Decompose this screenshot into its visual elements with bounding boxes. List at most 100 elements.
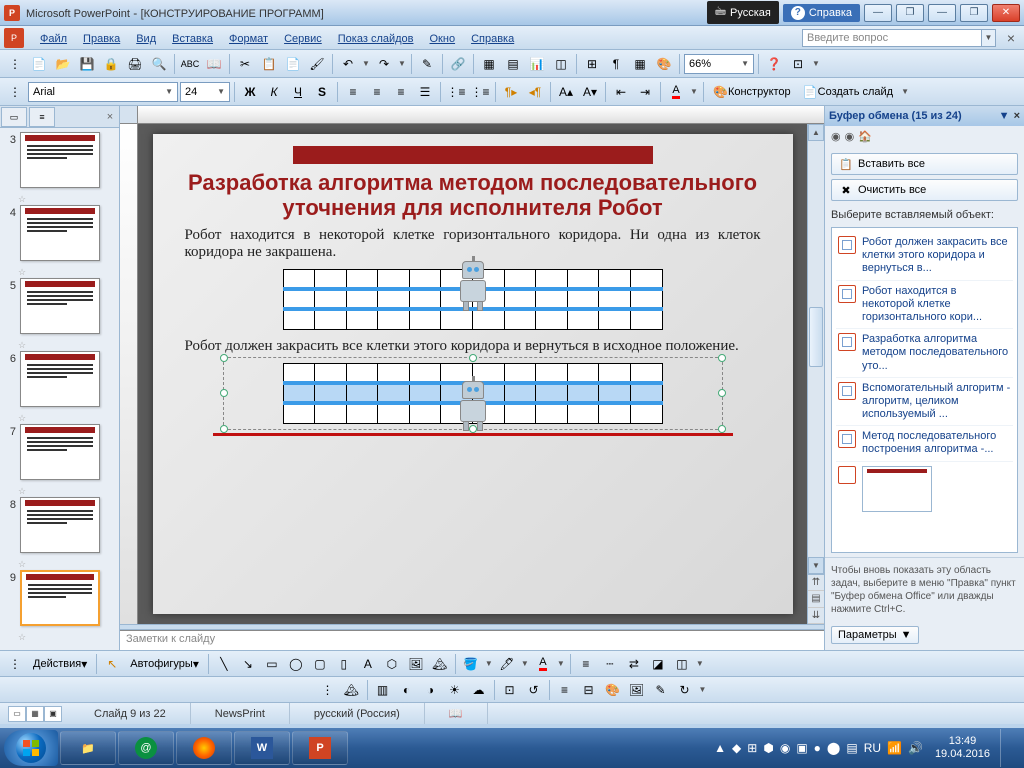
permission-button[interactable]: 🔒 — [100, 53, 122, 75]
status-language[interactable]: русский (Россия) — [290, 703, 425, 724]
rotate-left-button[interactable]: ↺ — [523, 679, 545, 701]
clipboard-item[interactable]: Вспомогательный алгоритм - алгоритм, цел… — [836, 378, 1013, 427]
recolor-button[interactable]: 🎨 — [602, 679, 624, 701]
align-center-button[interactable]: ≡ — [366, 81, 388, 103]
taskbar-explorer[interactable]: 📁 — [60, 731, 116, 765]
outline-tab[interactable]: ≡ — [29, 107, 55, 127]
clipboard-item[interactable]: Робот находится в некоторой клетке гориз… — [836, 281, 1013, 330]
taskbar-powerpoint[interactable]: P — [292, 731, 348, 765]
slide-thumbnail[interactable] — [20, 424, 100, 480]
pane-dropdown[interactable]: ▼ — [999, 110, 1010, 122]
shadow-button[interactable]: S — [311, 81, 333, 103]
line-color-button[interactable]: 🖊 — [496, 653, 518, 675]
hyperlink-button[interactable]: 🔗 — [447, 53, 469, 75]
spellcheck-button[interactable]: ABC — [179, 53, 201, 75]
paste-button[interactable]: 📄 — [282, 53, 304, 75]
menu-edit[interactable]: Правка — [75, 29, 128, 47]
pane-home-button[interactable]: 🏠 — [858, 130, 872, 143]
grid-1[interactable] — [283, 269, 663, 330]
tray-icon[interactable]: ◆ — [732, 741, 741, 755]
sorter-view-button[interactable]: ▦ — [26, 706, 44, 722]
tray-clock[interactable]: 13:4919.04.2016 — [935, 735, 990, 761]
clipboard-item[interactable] — [836, 462, 1013, 516]
slides-tab[interactable]: ▭ — [1, 107, 27, 127]
toolbar-options-dropdown[interactable]: ▼ — [900, 87, 910, 96]
wordart-button[interactable]: A — [357, 653, 379, 675]
tray-volume-icon[interactable]: 🔊 — [908, 741, 923, 755]
minimize-inner-button[interactable]: — — [864, 4, 892, 22]
doc-close-button[interactable]: × — [1002, 29, 1020, 47]
align-left-button[interactable]: ≡ — [342, 81, 364, 103]
start-button[interactable] — [4, 730, 58, 766]
rectangle-button[interactable]: ▭ — [261, 653, 283, 675]
clipart-button[interactable]: 🖼 — [405, 653, 427, 675]
crop-button[interactable]: ⊡ — [499, 679, 521, 701]
pane-fwd-button[interactable]: ◉ — [845, 130, 855, 143]
next-slide-button[interactable]: ⇊ — [808, 608, 824, 624]
numbering-button[interactable]: ⋮≡ — [445, 81, 467, 103]
bold-button[interactable]: Ж — [239, 81, 261, 103]
reset-picture-button[interactable]: ↻ — [674, 679, 696, 701]
textbox-button[interactable]: ▢ — [309, 653, 331, 675]
panel-close-button[interactable]: × — [101, 106, 119, 127]
slide-thumbnail[interactable] — [20, 278, 100, 334]
vertical-scrollbar[interactable]: ▲▼ ⇈▤⇊ — [807, 124, 824, 624]
slide-thumbnail[interactable] — [20, 351, 100, 407]
toolbar-options-dropdown[interactable]: ▼ — [811, 59, 821, 68]
slideshow-view-button[interactable]: ▣ — [44, 706, 62, 722]
arrow-style-button[interactable]: ⇄ — [623, 653, 645, 675]
save-button[interactable]: 💾 — [76, 53, 98, 75]
tray-icon[interactable]: ◉ — [780, 741, 790, 755]
pane-back-button[interactable]: ◉ — [831, 130, 841, 143]
chart-button[interactable]: 📊 — [526, 53, 548, 75]
fill-color-button[interactable]: 🪣 — [460, 653, 482, 675]
help-button[interactable]: ?Справка — [783, 4, 860, 22]
menu-window[interactable]: Окно — [422, 29, 464, 47]
maximize-button[interactable]: ❐ — [960, 4, 988, 22]
grid-2[interactable] — [283, 363, 663, 424]
transparent-button[interactable]: ✎ — [650, 679, 672, 701]
status-spellcheck-icon[interactable]: 📖 — [425, 703, 488, 724]
align-right-button[interactable]: ≡ — [390, 81, 412, 103]
less-brightness-button[interactable]: ☁ — [468, 679, 490, 701]
tray-icon[interactable]: ⬢ — [763, 741, 773, 755]
question-dropdown[interactable]: ▼ — [982, 29, 996, 47]
format-picture-button[interactable]: 🖼 — [626, 679, 648, 701]
normal-view-button[interactable]: ▭ — [8, 706, 26, 722]
new-button[interactable]: 📄 — [28, 53, 50, 75]
design-button[interactable]: 🎨 Конструктор — [708, 81, 796, 103]
close-button[interactable]: ✕ — [992, 4, 1020, 22]
tray-icon[interactable]: ⬤ — [827, 741, 840, 755]
clipboard-item[interactable]: Разработка алгоритма методом последовате… — [836, 329, 1013, 378]
undo-button[interactable]: ↶ — [337, 53, 359, 75]
line-style-pic-button[interactable]: ≡ — [554, 679, 576, 701]
taskbar-word[interactable]: W — [234, 731, 290, 765]
font-combo[interactable]: Arial▼ — [28, 82, 178, 102]
show-formatting-button[interactable]: ¶ — [605, 53, 627, 75]
menu-slideshow[interactable]: Показ слайдов — [330, 29, 422, 47]
open-button[interactable]: 📂 — [52, 53, 74, 75]
font-color-button[interactable]: A — [665, 81, 687, 103]
doc-menu-icon[interactable]: P — [4, 28, 24, 48]
compress-button[interactable]: ⊟ — [578, 679, 600, 701]
slide[interactable]: Разработка алгоритма методом последовате… — [153, 134, 793, 614]
table-button[interactable]: ▦ — [478, 53, 500, 75]
dash-style-button[interactable]: ┄ — [599, 653, 621, 675]
size-combo[interactable]: 24▼ — [180, 82, 230, 102]
ink-button[interactable]: ✎ — [416, 53, 438, 75]
decrease-indent-button[interactable]: ⇤ — [610, 81, 632, 103]
menu-insert[interactable]: Вставка — [164, 29, 221, 47]
increase-font-button[interactable]: A▴ — [555, 81, 577, 103]
bullets-button[interactable]: ⋮≡ — [469, 81, 491, 103]
prev-slide-button[interactable]: ⇈ — [808, 575, 824, 591]
line-button[interactable]: ╲ — [213, 653, 235, 675]
taskbar-firefox[interactable] — [176, 731, 232, 765]
help-toolbar-button[interactable]: ❓ — [763, 53, 785, 75]
expand-button[interactable]: ⊞ — [581, 53, 603, 75]
insert-picture-button[interactable]: 🏔 — [341, 679, 363, 701]
oval-button[interactable]: ◯ — [285, 653, 307, 675]
increase-indent-button[interactable]: ⇥ — [634, 81, 656, 103]
slide-thumbnail[interactable] — [20, 497, 100, 553]
decrease-font-button[interactable]: A▾ — [579, 81, 601, 103]
color-mode-button[interactable]: ▥ — [372, 679, 394, 701]
